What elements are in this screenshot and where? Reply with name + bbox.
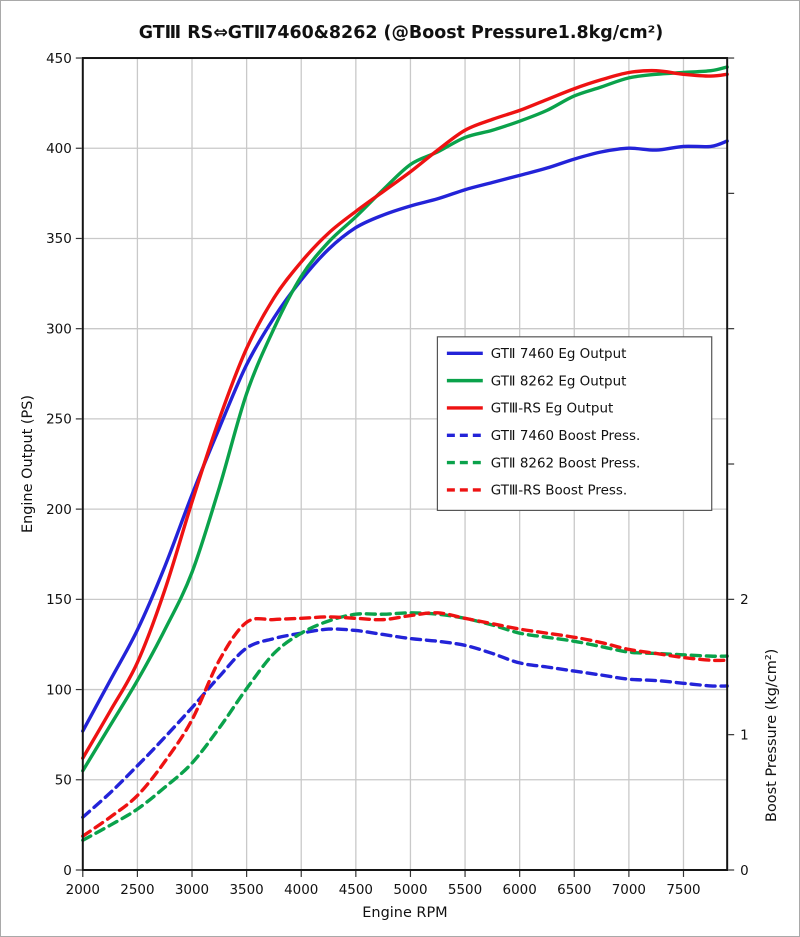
legend-label: GTⅡ 8262 Boost Press. bbox=[491, 456, 641, 471]
legend-label: GTⅡ 8262 Eg Output bbox=[491, 374, 627, 389]
y-left-tick-label: 350 bbox=[46, 232, 72, 247]
curve-boost-4 bbox=[81, 611, 729, 842]
x-tick-label: 3500 bbox=[229, 883, 263, 898]
chart-title: GTⅢ RS⇔GTⅡ7460&8262 (@Boost Pressure1.8k… bbox=[139, 23, 663, 43]
curve-output-2 bbox=[81, 68, 729, 760]
legend-box bbox=[436, 336, 713, 511]
legend-label: GTⅢ-RS Eg Output bbox=[491, 402, 614, 417]
y-left-tick-label: 50 bbox=[55, 774, 72, 789]
y-right-tick-label: 1 bbox=[740, 728, 749, 743]
x-tick-label: 4000 bbox=[284, 883, 318, 898]
tick-labels: 2000 2500 3000 3500 4000 4500 5000 5500 6000 6500… bbox=[46, 52, 749, 898]
curve-boost-5 bbox=[81, 611, 729, 838]
legend: GTⅡ 7460 Eg Output GTⅡ 8262 Eg Output GTⅢ-… bbox=[436, 336, 713, 511]
curve-boost-3 bbox=[81, 627, 729, 819]
y-left-tick-label: 250 bbox=[46, 413, 72, 428]
y-left-tick-label: 200 bbox=[46, 503, 72, 518]
y-axis-right-label: Boost Pressure (kg/cm²) bbox=[764, 649, 780, 822]
axis-ticks bbox=[75, 57, 735, 877]
x-tick-label: 6500 bbox=[557, 883, 591, 898]
data-curves bbox=[81, 65, 729, 842]
y-right-tick-label: 2 bbox=[740, 593, 749, 608]
legend-label: GTⅢ-RS Boost Press. bbox=[491, 484, 627, 499]
y-left-tick-label: 0 bbox=[63, 864, 72, 879]
y-left-tick-label: 450 bbox=[46, 52, 72, 67]
curve-output-0 bbox=[81, 139, 729, 733]
x-tick-label: 3000 bbox=[175, 883, 209, 898]
x-tick-label: 5000 bbox=[393, 883, 427, 898]
plot-border bbox=[81, 57, 729, 871]
x-tick-label: 7500 bbox=[666, 883, 700, 898]
y-left-tick-label: 400 bbox=[46, 142, 72, 157]
x-tick-label: 2500 bbox=[120, 883, 154, 898]
x-tick-label: 2000 bbox=[66, 883, 100, 898]
legend-label: GTⅡ 7460 Eg Output bbox=[491, 347, 627, 362]
curve-output-1 bbox=[81, 65, 729, 773]
y-axis-left-label: Engine Output (PS) bbox=[20, 395, 36, 533]
y-left-tick-label: 150 bbox=[46, 593, 72, 608]
y-left-tick-label: 100 bbox=[46, 683, 72, 698]
x-axis-label: Engine RPM bbox=[362, 905, 447, 921]
x-tick-label: 5500 bbox=[448, 883, 482, 898]
legend-label: GTⅡ 7460 Boost Press. bbox=[491, 429, 641, 444]
y-left-tick-label: 300 bbox=[46, 322, 72, 337]
y-right-tick-label: 0 bbox=[740, 864, 749, 879]
x-tick-label: 6000 bbox=[503, 883, 537, 898]
x-tick-label: 7000 bbox=[612, 883, 646, 898]
x-tick-label: 4500 bbox=[339, 883, 373, 898]
